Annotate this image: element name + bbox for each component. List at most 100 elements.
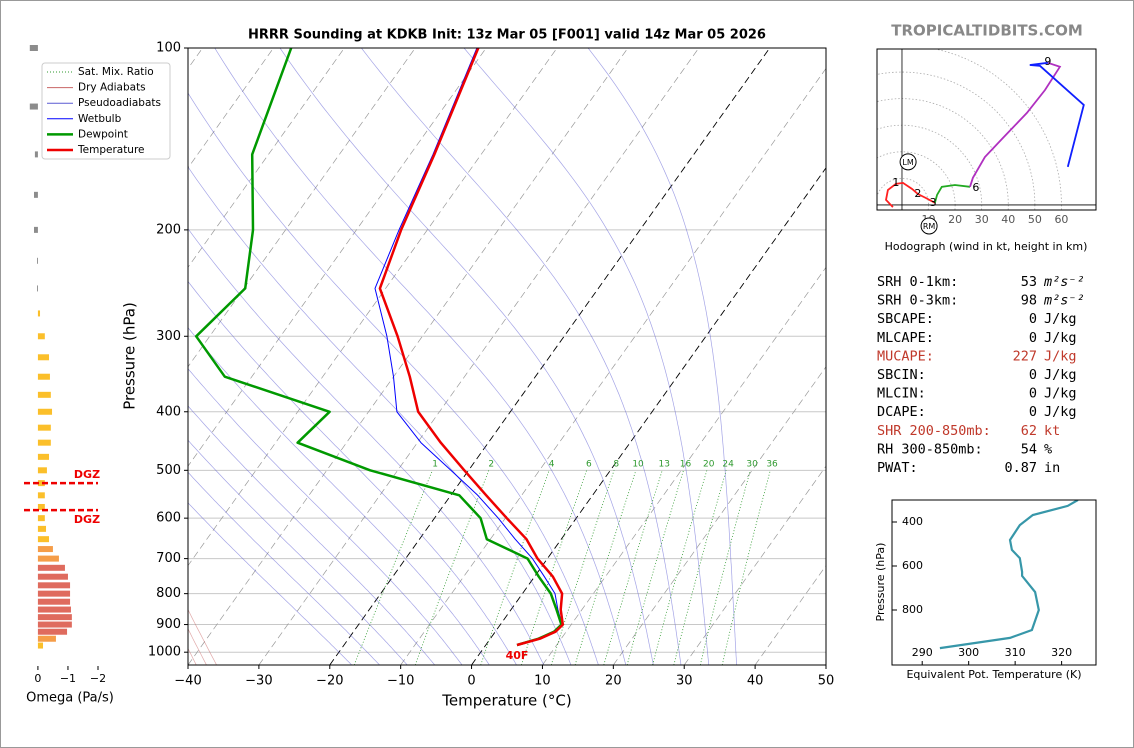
pseudoadiabat — [214, 48, 627, 665]
omega-bar — [37, 373, 50, 380]
omega-bar — [37, 515, 45, 522]
omega-bar — [37, 628, 68, 635]
omega-bar — [37, 525, 47, 532]
legend-label: Wetbulb — [78, 113, 122, 125]
storm-motion — [920, 217, 938, 235]
x-tick-label: −40 — [174, 674, 201, 689]
index-label: SRH 0-1km: — [877, 274, 958, 290]
mixing-ratio-line — [353, 470, 433, 665]
theta-frame — [891, 499, 1097, 666]
x-tick-label: −30 — [245, 674, 272, 689]
storm-motion-label: LM — [902, 158, 913, 167]
omega-bar — [34, 191, 38, 198]
index-label: SHR 200-850mb: — [877, 423, 991, 439]
site-label: TROPICALTIDBITS.COM — [891, 22, 1083, 40]
height-label: 3 — [930, 196, 937, 209]
omega-bar — [37, 354, 50, 361]
pseudoadiabat — [188, 228, 545, 665]
x-tick-label: 310 — [1005, 646, 1026, 659]
mixing-ratio-line — [721, 470, 771, 665]
x-tick-label: 40 — [747, 674, 764, 689]
omega-bar — [37, 573, 68, 580]
mixing-ratio-line — [699, 470, 751, 665]
hodograph-area: 1 23 6 9 — [877, 49, 1096, 210]
dgz-label: DGZ — [74, 468, 100, 481]
omega-bar — [37, 635, 56, 642]
index-value: 0 — [1029, 404, 1037, 420]
x-tick-label: 20 — [605, 674, 622, 689]
x-tick-label: −20 — [316, 674, 343, 689]
index-label: MLCIN: — [877, 386, 926, 402]
x-tick-label: −1 — [60, 672, 76, 685]
pseudoadiabat — [188, 166, 572, 665]
x-tick-label: 320 — [1051, 646, 1072, 659]
index-unit: m²s⁻² — [1043, 274, 1085, 290]
plot-frame — [187, 47, 827, 666]
index-unit: % — [1044, 441, 1052, 457]
x-tick-label: 10 — [534, 674, 551, 689]
omega-bar — [37, 333, 45, 340]
x-tick-label: −2 — [90, 672, 106, 685]
omega-bar — [37, 257, 38, 264]
pseudoadiabat — [463, 48, 710, 665]
mixing-ratio-line — [673, 470, 727, 665]
height-label: 2 — [914, 187, 921, 200]
index-value: 227 — [1013, 348, 1037, 364]
pseudoadiabat — [188, 405, 435, 665]
omega-bar — [37, 598, 71, 605]
mixing-ratio-label: 16 — [680, 459, 692, 469]
y-tick-label: 1000 — [148, 645, 181, 660]
ring-label: 20 — [948, 213, 962, 226]
theta-area — [939, 500, 1079, 650]
x-tick-label: 290 — [912, 646, 933, 659]
x-tick-label: −10 — [387, 674, 414, 689]
index-label: MLCAPE: — [877, 330, 934, 346]
y-tick-label: 600 — [156, 511, 181, 526]
isotherm — [542, 266, 826, 665]
y-axis-label: Pressure (hPa) — [121, 302, 139, 410]
height-label: 6 — [972, 181, 979, 194]
hodograph-line — [969, 61, 1062, 188]
pseudoadiabat — [188, 327, 490, 665]
isotherm — [683, 465, 826, 665]
omega-bar — [37, 590, 71, 597]
mixing-ratio-line — [414, 470, 490, 665]
legend-label: Temperature — [77, 144, 145, 156]
y-tick-label: 100 — [156, 41, 181, 56]
surface-label: 40F — [506, 649, 529, 662]
index-label: SBCAPE: — [877, 311, 934, 327]
index-unit: J/kg — [1044, 367, 1077, 383]
omega-bar — [37, 642, 44, 649]
y-tick-label: 800 — [902, 603, 923, 616]
storm-motion — [899, 153, 917, 171]
isotherm — [471, 167, 826, 665]
index-value: 53 — [1021, 274, 1037, 290]
mixing-ratio-label: 1 — [432, 459, 438, 469]
omega-axis-label: Omega (Pa/s) — [26, 691, 114, 706]
y-tick-label: 800 — [156, 586, 181, 601]
index-value: 0 — [1029, 367, 1037, 383]
omega-bar — [37, 492, 45, 499]
index-value: 0 — [1029, 386, 1037, 402]
profile-line — [378, 48, 565, 647]
mixing-ratio-line — [480, 470, 550, 665]
omega-bar — [29, 45, 38, 51]
omega-bar — [37, 467, 47, 474]
index-unit: kt — [1044, 423, 1060, 439]
index-label: RH 300-850mb: — [877, 441, 983, 457]
omega-bar — [37, 503, 45, 510]
index-unit: m²s⁻² — [1043, 293, 1085, 309]
legend-box — [41, 62, 171, 160]
index-value: 0 — [1029, 311, 1037, 327]
index-value: 98 — [1021, 293, 1037, 309]
legend-label: Dry Adiabats — [78, 82, 146, 94]
mixing-ratio-label: 20 — [703, 459, 715, 469]
index-unit: in — [1044, 460, 1060, 476]
mixing-ratio-label: 4 — [549, 459, 555, 469]
isotherm — [188, 48, 274, 169]
omega-bar — [37, 606, 71, 613]
pseudoadiabat — [188, 439, 408, 665]
isotherm — [188, 48, 487, 467]
